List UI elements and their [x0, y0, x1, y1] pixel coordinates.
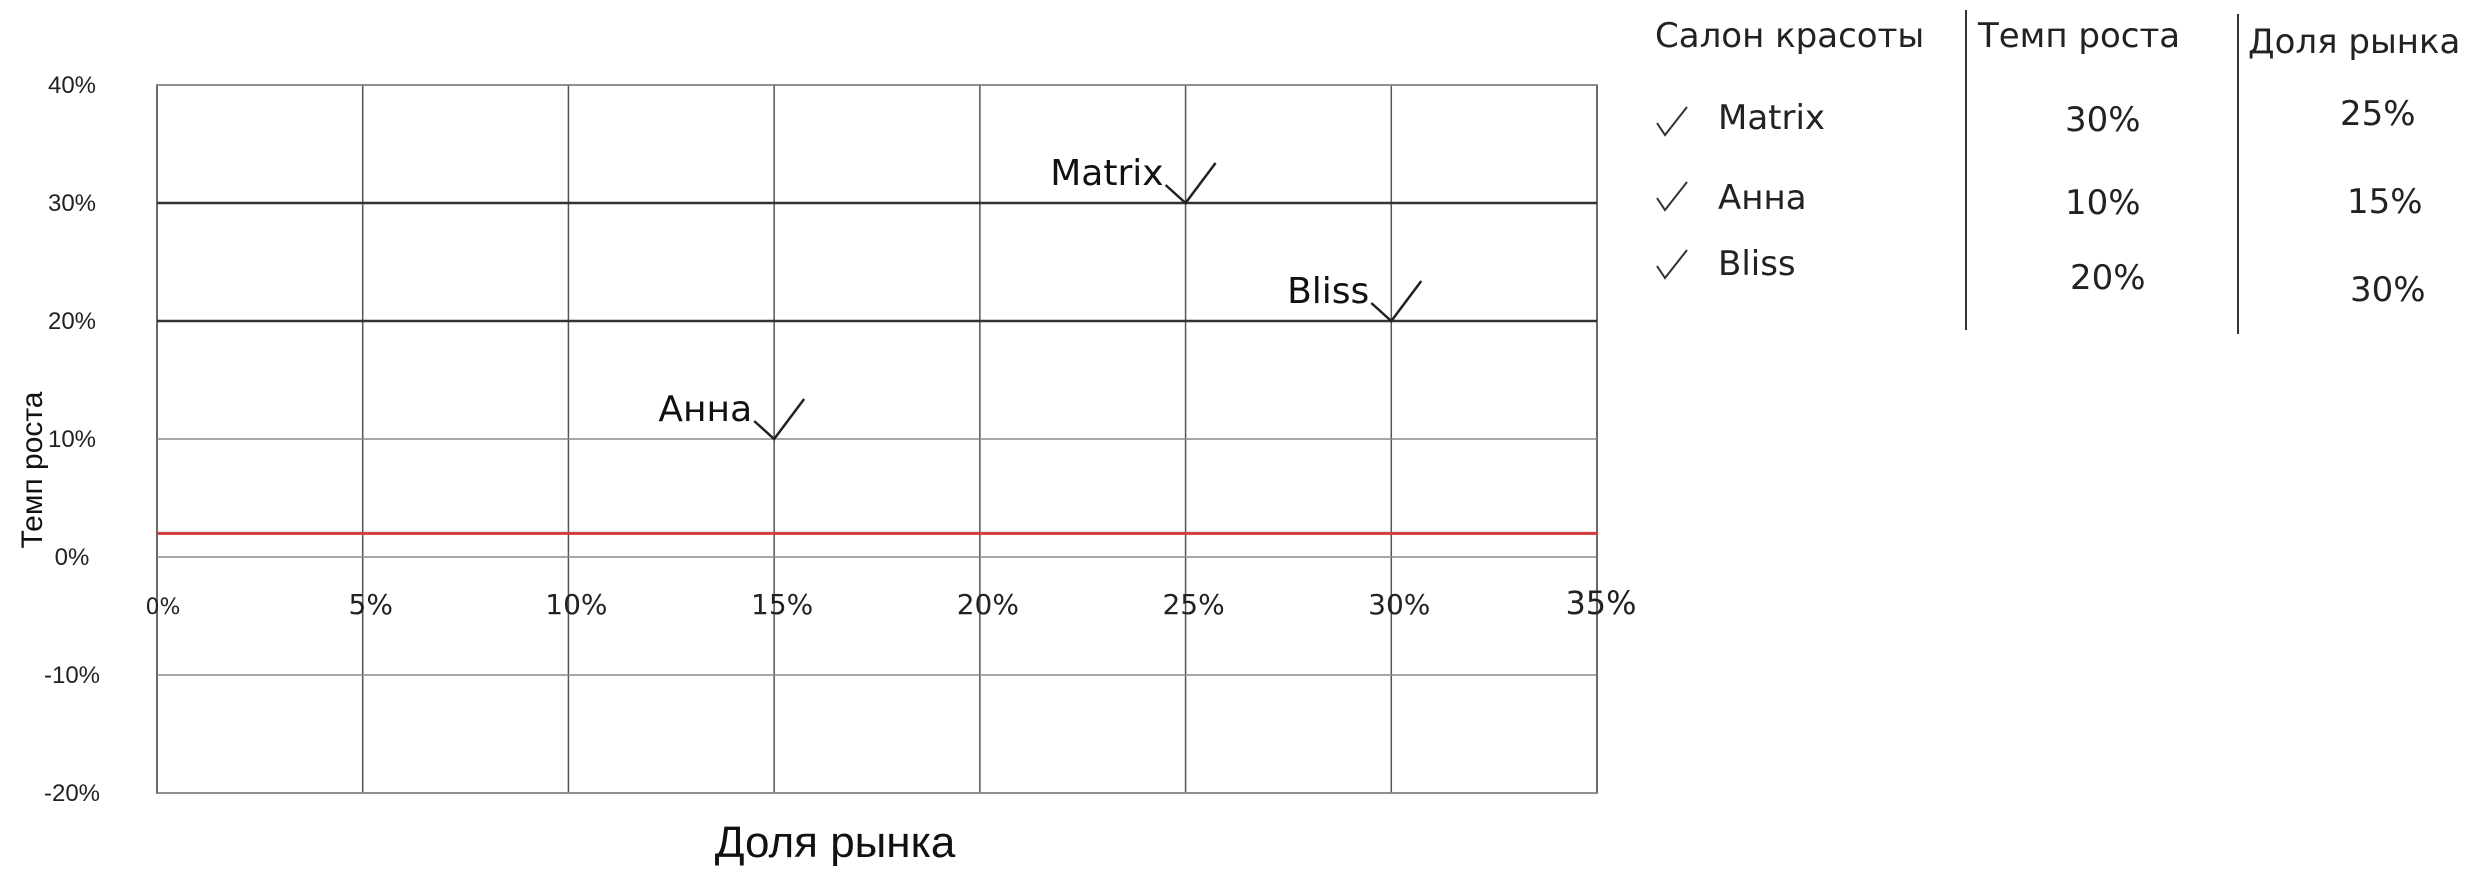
table-divider [1965, 10, 1967, 330]
table-row-growth: 30% [2065, 100, 2141, 140]
y-tick-label: 40% [48, 72, 96, 99]
y-tick-label: 10% [48, 426, 96, 453]
x-tick-label: 15% [751, 588, 813, 621]
x-tick-label: 35% [1565, 584, 1636, 622]
table-header-growth: Темп роста [1978, 16, 2181, 56]
y-tick-label: -20% [44, 780, 100, 807]
y-tick-label: -10% [44, 662, 100, 689]
data-point-label: Анна [658, 389, 752, 430]
data-point-check [1164, 162, 1217, 205]
table-header-share: Доля рынка [2248, 22, 2461, 62]
check-icon [1656, 106, 1688, 137]
table-header-salon: Салон красоты [1655, 16, 1925, 56]
table-row-name: Bliss [1718, 244, 1796, 284]
bcg-chart: 40% 30% 20% 10% 0% -10% -20% 0% 5% 10% 15% 20% 25% 30… [16, 72, 1637, 867]
y-axis-title: Темп роста [16, 391, 49, 548]
table-row-share: 25% [2340, 94, 2416, 134]
table-divider [2237, 14, 2239, 334]
check-icon [1656, 249, 1688, 280]
y-tick-label: 30% [48, 190, 96, 217]
table-row-growth: 20% [2070, 258, 2146, 298]
x-tick-label: 25% [1162, 588, 1224, 621]
x-tick-label: 30% [1368, 588, 1430, 621]
x-tick-label: 5% [349, 588, 393, 621]
table-row-growth: 10% [2065, 183, 2141, 223]
x-tick-label: 0% [146, 595, 181, 620]
table-row-share: 30% [2350, 270, 2426, 310]
x-tick-label: 10% [545, 588, 607, 621]
x-axis-title: Доля рынка [715, 818, 956, 867]
table-row-share: 15% [2347, 182, 2423, 222]
data-point-label: Bliss [1287, 271, 1369, 312]
y-tick-label: 0% [55, 544, 90, 571]
data-point-label: Matrix [1050, 153, 1163, 194]
data-point-check [753, 398, 806, 441]
x-tick-label: 20% [957, 588, 1019, 621]
table-row-name: Анна [1718, 178, 1807, 218]
data-point-check [1370, 280, 1423, 323]
y-tick-label: 20% [48, 308, 96, 335]
table-row-name: Matrix [1718, 98, 1826, 138]
check-icon [1656, 181, 1688, 212]
